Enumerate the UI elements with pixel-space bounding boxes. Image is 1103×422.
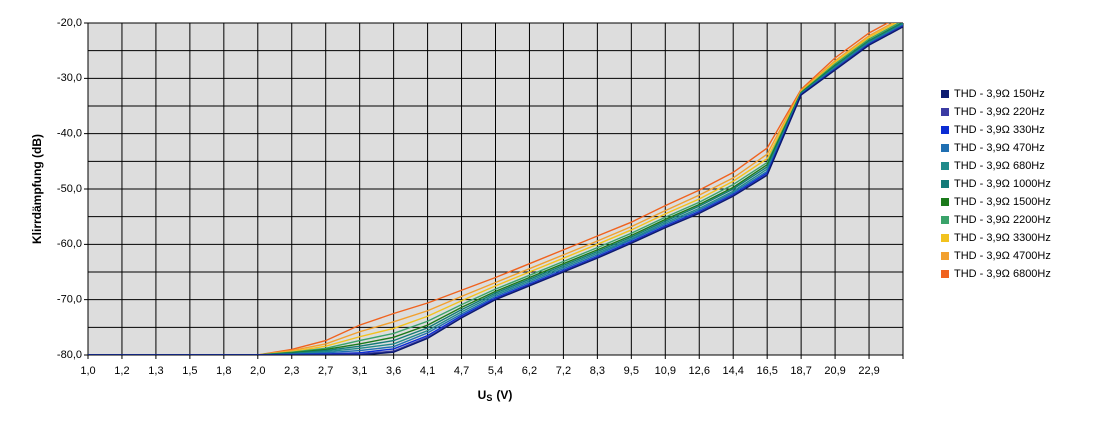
x-tick-label: 8,3 [590, 365, 605, 377]
x-tick-label: 5,4 [488, 365, 503, 377]
x-tick-label: 1,3 [148, 365, 163, 377]
legend-label: THD - 3,9Ω 4700Hz [954, 250, 1051, 262]
legend-swatch [941, 216, 949, 224]
x-tick-label: 2,3 [284, 365, 299, 377]
legend-label: THD - 3,9Ω 680Hz [954, 160, 1045, 172]
x-tick-label: 16,5 [756, 365, 777, 377]
legend-label: THD - 3,9Ω 330Hz [954, 124, 1045, 136]
legend-swatch [941, 270, 949, 278]
x-label-sub: S [486, 393, 492, 403]
y-tick-label: -70,0 [57, 294, 82, 306]
x-tick-label: 12,6 [689, 365, 710, 377]
x-tick-label: 20,9 [824, 365, 845, 377]
x-tick-label: 14,4 [722, 365, 743, 377]
legend: THD - 3,9Ω 150Hz THD - 3,9Ω 220Hz THD - 3,… [941, 88, 1051, 280]
legend-swatch [941, 162, 949, 170]
y-tick-label: -30,0 [57, 72, 82, 84]
y-axis-label: Klirrdämpfung (dB) [30, 134, 44, 244]
x-tick-label: 1,0 [80, 365, 95, 377]
y-tick-label: -80,0 [57, 349, 82, 361]
series-line [88, 23, 903, 355]
legend-swatch [941, 126, 949, 134]
y-tick-label: -20,0 [57, 17, 82, 29]
labels: -80,0 -70,0 -60,0 -50,0 -40,0 -30,0 -20,0 1,0 1,… [57, 17, 880, 377]
series-line [88, 23, 903, 355]
y-tick-label: -40,0 [57, 128, 82, 140]
x-label-rest: (V) [496, 388, 512, 402]
x-tick-label: 3,1 [352, 365, 367, 377]
x-tick-label: 4,1 [420, 365, 435, 377]
x-tick-label: 2,7 [318, 365, 333, 377]
x-tick-label: 22,9 [858, 365, 879, 377]
x-tick-label: 6,2 [522, 365, 537, 377]
x-tick-label: 1,8 [216, 365, 231, 377]
legend-label: THD - 3,9Ω 220Hz [954, 106, 1045, 118]
x-label-main: U [478, 388, 487, 402]
legend-swatch [941, 252, 949, 260]
series-line [88, 23, 901, 355]
x-tick-label: 1,5 [182, 365, 197, 377]
legend-label: THD - 3,9Ω 3300Hz [954, 232, 1051, 244]
series-line [88, 23, 898, 355]
legend-swatch [941, 144, 949, 152]
x-axis-label: US (V) [478, 388, 513, 403]
legend-swatch [941, 180, 949, 188]
x-tick-label: 3,6 [386, 365, 401, 377]
x-tick-label: 18,7 [790, 365, 811, 377]
legend-label: THD - 3,9Ω 6800Hz [954, 268, 1051, 280]
series-line [88, 23, 895, 355]
legend-label: THD - 3,9Ω 1000Hz [954, 178, 1051, 190]
legend-swatch [941, 108, 949, 116]
x-tick-label: 2,0 [250, 365, 265, 377]
legend-swatch [941, 234, 949, 242]
series-line [88, 26, 903, 355]
y-tick-label: -50,0 [57, 183, 82, 195]
grid [84, 22, 904, 359]
legend-label: THD - 3,9Ω 470Hz [954, 142, 1045, 154]
legend-swatch [941, 198, 949, 206]
lines [88, 23, 903, 355]
x-tick-label: 7,2 [556, 365, 571, 377]
x-tick-label: 1,2 [114, 365, 129, 377]
x-tick-label: 9,5 [624, 365, 639, 377]
legend-swatch [941, 90, 949, 98]
x-tick-label: 4,7 [454, 365, 469, 377]
x-tick-label: 10,9 [655, 365, 676, 377]
legend-label: THD - 3,9Ω 1500Hz [954, 196, 1051, 208]
y-tick-label: -60,0 [57, 238, 82, 250]
legend-label: THD - 3,9Ω 150Hz [954, 88, 1045, 100]
series-line [88, 23, 903, 355]
series-line [88, 23, 890, 355]
legend-label: THD - 3,9Ω 2200Hz [954, 214, 1051, 226]
